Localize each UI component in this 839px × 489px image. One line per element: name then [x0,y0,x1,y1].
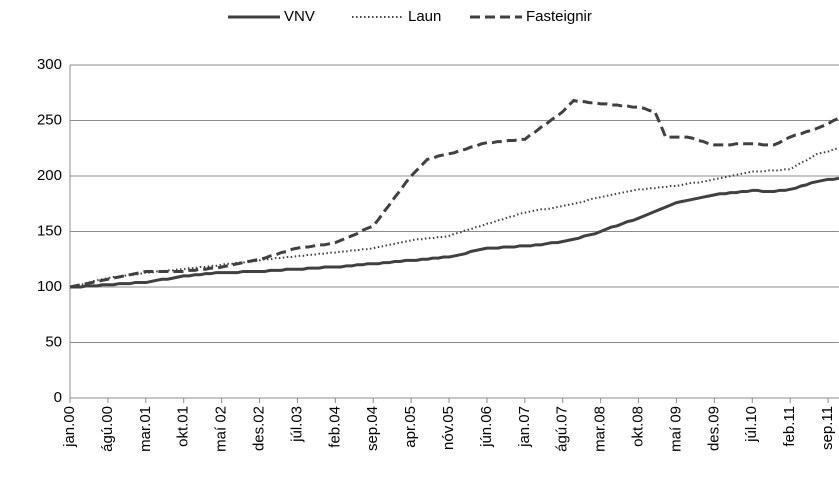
x-tick-label: okt.08 [630,406,647,447]
x-tick-label: des.09 [705,406,722,451]
x-tick-label: mar.01 [137,406,154,452]
y-tick-label: 250 [37,111,62,128]
line-series [69,99,839,289]
x-tick-label: júl.03 [288,406,305,443]
y-tick-label: 200 [37,167,62,184]
y-tick-label: 150 [37,222,62,239]
line-series [70,176,839,289]
x-tick-label: júl.10 [743,406,760,443]
legend-label: Fasteignir [526,8,592,25]
y-tick-label: 300 [37,56,62,73]
x-tick-label: feb.11 [781,406,798,447]
y-tick-label: 0 [54,389,62,406]
legend-label: Laun [408,8,441,25]
y-tick-label: 100 [37,278,62,295]
x-tick-label: nóv.05 [440,406,457,450]
x-tick-label: maí 09 [667,406,684,452]
x-tick-label: jan.00 [61,406,78,448]
x-tick-label: apr.05 [402,406,419,448]
y-tick-label: 50 [45,333,62,350]
x-tick-label: ágú.07 [554,406,571,452]
line-series [69,147,839,288]
x-tick-label: maí 02 [213,406,230,452]
x-tick-label: sep.04 [364,406,381,451]
x-tick-label: sep.11 [819,406,836,450]
x-tick-label: des.02 [250,406,267,451]
x-tick-label: mar.08 [592,406,609,452]
legend-label: VNV [284,8,315,25]
x-tick-label: feb.04 [326,406,343,448]
x-tick-label: ágú.00 [99,406,116,452]
x-tick-label: jan.07 [516,406,533,448]
x-tick-label: okt.01 [175,406,192,447]
x-tick-label: jún.06 [478,406,495,448]
